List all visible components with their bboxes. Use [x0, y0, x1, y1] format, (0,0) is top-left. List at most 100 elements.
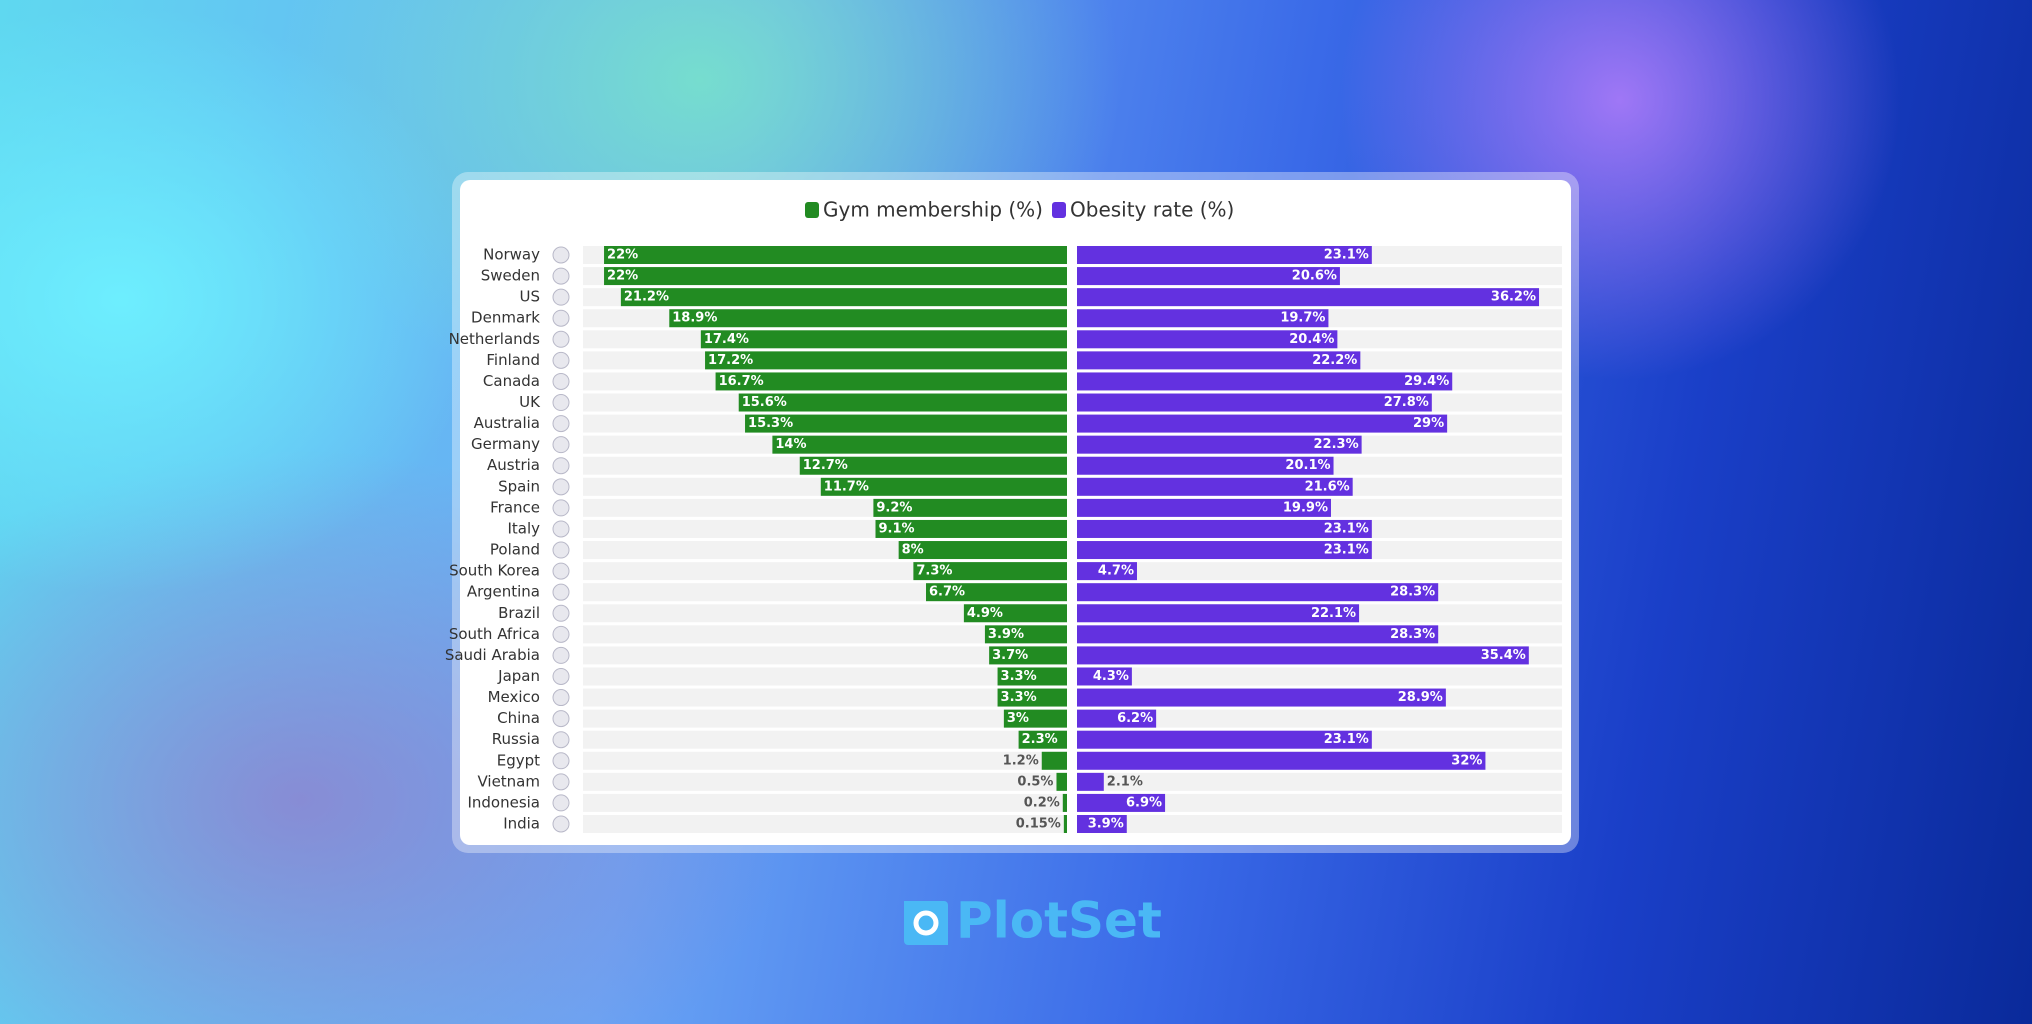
flag-icon	[552, 351, 570, 369]
flag-icon	[552, 541, 570, 559]
country-label: Australia	[474, 414, 540, 432]
row-bg	[583, 815, 1067, 833]
country-label: Austria	[487, 456, 540, 474]
value-label: 3.3%	[1001, 669, 1037, 684]
bar	[989, 646, 1067, 665]
value-label: 23.1%	[1324, 732, 1369, 747]
bar	[745, 414, 1067, 433]
bar	[1077, 583, 1439, 602]
row-bg	[583, 709, 1067, 728]
legend-swatch	[1052, 202, 1066, 218]
bar	[604, 267, 1067, 286]
row-bg	[583, 646, 1067, 665]
value-label: 35.4%	[1481, 648, 1526, 663]
value-label: 15.6%	[742, 395, 787, 410]
bar	[1077, 288, 1540, 307]
flag-icon	[552, 689, 570, 707]
row-bg	[583, 751, 1067, 770]
bar	[926, 583, 1067, 602]
legend-swatch	[805, 202, 819, 218]
country-label: Poland	[490, 541, 540, 559]
value-label: 36.2%	[1491, 290, 1536, 305]
flag-icon	[552, 667, 570, 685]
flag-icon	[552, 731, 570, 749]
value-label: 23.1%	[1324, 521, 1369, 536]
bar	[1077, 246, 1372, 264]
bar	[1077, 646, 1529, 665]
row-bg	[583, 625, 1067, 644]
chart: Gym membership (%) Obesity rate (%) Norway…	[445, 198, 1562, 833]
bar	[1077, 625, 1439, 644]
value-label: 14%	[775, 437, 806, 452]
bar	[1077, 541, 1372, 560]
bar	[620, 288, 1067, 307]
value-label: 32%	[1451, 753, 1482, 768]
flag-icon	[552, 562, 570, 580]
value-label: 3.3%	[1001, 690, 1037, 705]
row-bg	[1077, 667, 1562, 686]
country-label: Mexico	[488, 688, 540, 706]
row-bg	[583, 793, 1067, 812]
country-label: Canada	[483, 372, 540, 390]
value-label: 21.2%	[624, 290, 669, 305]
value-label: 29.4%	[1404, 374, 1449, 389]
flag-icon	[552, 394, 570, 412]
bar	[898, 541, 1067, 560]
flag-icon	[552, 710, 570, 728]
country-label: India	[503, 815, 540, 833]
bar	[1077, 456, 1334, 475]
logo-hole	[913, 910, 939, 936]
bar	[669, 309, 1067, 328]
flag-icon	[552, 604, 570, 622]
country-label: South Africa	[449, 625, 540, 643]
bar	[984, 625, 1067, 644]
bar	[1077, 393, 1432, 412]
bar	[700, 330, 1067, 349]
bar	[873, 498, 1067, 517]
country-label: Indonesia	[467, 793, 540, 811]
row-bg	[1077, 772, 1562, 791]
flag-icon	[552, 583, 570, 601]
flag-icon	[552, 246, 570, 264]
flag-icon	[552, 288, 570, 306]
bar	[1077, 519, 1372, 538]
country-label: Argentina	[467, 583, 540, 601]
value-label: 6.2%	[1117, 711, 1153, 726]
bar	[1063, 815, 1067, 833]
value-label: 15.3%	[748, 416, 793, 431]
value-label: 8%	[902, 543, 924, 558]
brand-name: PlotSet	[956, 892, 1162, 950]
value-label: 3.9%	[988, 627, 1024, 642]
bar	[1056, 772, 1067, 791]
value-label: 28.3%	[1390, 627, 1435, 642]
bar	[997, 667, 1067, 686]
value-label: 6.7%	[929, 585, 965, 600]
value-label: 4.7%	[1098, 564, 1134, 579]
value-label: 0.15%	[1016, 817, 1061, 832]
row-bg	[583, 772, 1067, 791]
value-label: 22.2%	[1312, 353, 1357, 368]
row-bg	[583, 688, 1067, 707]
value-label: 16.7%	[719, 374, 764, 389]
value-label: 17.4%	[704, 332, 749, 347]
country-label: UK	[519, 393, 541, 411]
value-label: 4.9%	[967, 606, 1003, 621]
flag-icon	[552, 309, 570, 327]
value-label: 3%	[1007, 711, 1029, 726]
value-label: 1.2%	[1003, 753, 1039, 768]
country-label: South Korea	[449, 562, 540, 580]
row-bg	[583, 730, 1067, 749]
value-label: 29%	[1413, 416, 1444, 431]
row-bg	[1077, 793, 1562, 812]
country-label: Japan	[497, 667, 540, 685]
country-label: Italy	[507, 519, 540, 537]
bar	[1077, 793, 1166, 812]
bar	[1077, 730, 1372, 749]
value-label: 27.8%	[1384, 395, 1429, 410]
bar	[1018, 730, 1067, 749]
value-label: 12.7%	[803, 458, 848, 473]
bar	[913, 562, 1067, 581]
value-label: 11.7%	[824, 479, 869, 494]
value-label: 17.2%	[708, 353, 753, 368]
